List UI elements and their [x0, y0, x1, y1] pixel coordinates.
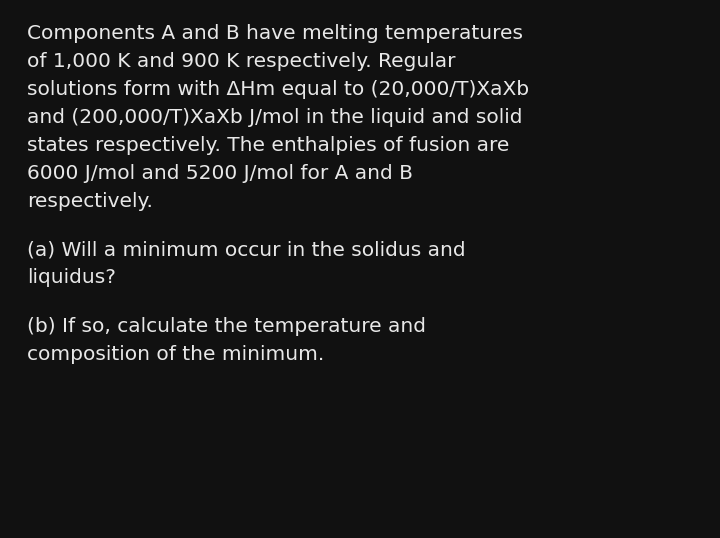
- Text: Components A and B have melting temperatures: Components A and B have melting temperat…: [27, 24, 523, 43]
- Text: 6000 J/mol and 5200 J/mol for A and B: 6000 J/mol and 5200 J/mol for A and B: [27, 164, 413, 183]
- Text: composition of the minimum.: composition of the minimum.: [27, 345, 325, 364]
- Text: liquidus?: liquidus?: [27, 268, 116, 287]
- Text: of 1,000 K and 900 K respectively. Regular: of 1,000 K and 900 K respectively. Regul…: [27, 52, 456, 71]
- Text: solutions form with ΔHm equal to (20,000/T)XaXb: solutions form with ΔHm equal to (20,000…: [27, 80, 529, 99]
- Text: and (200,000/T)XaXb J/mol in the liquid and solid: and (200,000/T)XaXb J/mol in the liquid …: [27, 108, 523, 127]
- Text: (a) Will a minimum occur in the solidus and: (a) Will a minimum occur in the solidus …: [27, 240, 466, 259]
- Text: states respectively. The enthalpies of fusion are: states respectively. The enthalpies of f…: [27, 136, 510, 155]
- Text: respectively.: respectively.: [27, 192, 153, 211]
- Text: (b) If so, calculate the temperature and: (b) If so, calculate the temperature and: [27, 317, 426, 336]
